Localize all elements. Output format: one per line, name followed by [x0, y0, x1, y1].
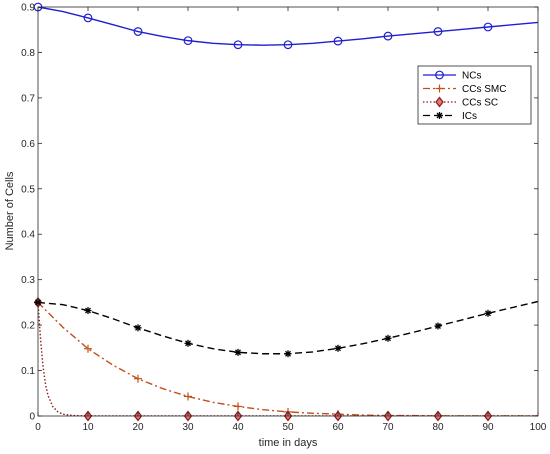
x-tick-label: 20 [132, 422, 144, 433]
legend-label: CCs SC [462, 98, 498, 109]
axes: 0 10 20 30 40 50 60 70 80 90 100 0 0.1 0.2 0.3 0.4 0.5 0.… [21, 3, 547, 434]
x-tick-label: 100 [530, 422, 547, 433]
data-point-ics [184, 339, 192, 347]
x-tick-label: 50 [282, 422, 294, 433]
legend-marker [435, 84, 444, 93]
legend-marker [435, 70, 444, 80]
y-tick-label: 0.1 [21, 366, 35, 377]
data-point-ccs-smc [134, 374, 142, 383]
legend-entry: ICs [423, 111, 477, 122]
x-tick-label: 0 [35, 422, 41, 433]
x-axis-label: time in days [259, 437, 318, 449]
x-tick-label: 70 [382, 422, 394, 433]
legend-entry: CCs SMC [423, 84, 506, 95]
data-point-ncs [483, 22, 493, 32]
legend-marker [436, 112, 443, 119]
data-point-ics [384, 334, 392, 342]
data-point-ncs [333, 36, 343, 46]
data-point-ccs-smc [84, 344, 92, 353]
x-tick-label: 40 [232, 422, 244, 433]
x-tick-label: 10 [82, 422, 94, 433]
data-point-ncs [383, 31, 393, 41]
y-tick-label: 0.9 [21, 3, 35, 14]
data-point-ics [134, 324, 142, 332]
x-tick-label: 60 [332, 422, 344, 433]
x-tick-label: 80 [432, 422, 444, 433]
legend-marker [435, 96, 444, 108]
data-point-ncs [433, 27, 443, 36]
legend-label: ICs [462, 111, 477, 122]
data-point-ncs [83, 13, 93, 23]
series-line-ncs [38, 7, 538, 46]
legend-entry: NCs [423, 71, 481, 82]
data-point-ncs [133, 27, 143, 36]
legend-entry: CCs SC [423, 96, 498, 109]
data-point-ics [284, 350, 292, 358]
y-tick-label: 0.8 [21, 48, 35, 59]
data-point-ics [484, 309, 492, 317]
y-tick-label: 0 [29, 412, 35, 423]
y-tick-label: 0.7 [21, 93, 35, 104]
data-point-ncs [233, 40, 243, 50]
data-point-ncs [183, 36, 193, 46]
data-point-ics [434, 322, 442, 330]
data-point-ics [84, 307, 92, 315]
data-point-ics [234, 348, 242, 356]
x-tick-label: 30 [182, 422, 194, 433]
y-tick-label: 0.6 [21, 139, 35, 150]
data-point-ncs [283, 40, 293, 50]
y-tick-label: 0.4 [21, 230, 35, 241]
legend-label: CCs SMC [462, 84, 506, 95]
data-point-ics [334, 344, 342, 352]
marker-layer [33, 2, 493, 422]
y-axis-label: Number of Cells [4, 171, 16, 250]
y-tick-label: 0.2 [21, 321, 35, 332]
data-point-ccs-smc [184, 392, 192, 401]
data-point-ccs-smc [234, 402, 242, 411]
legend-label: NCs [462, 71, 481, 82]
legend: NCs CCs SMC CCs SC ICs [417, 65, 532, 125]
y-tick-label: 0.3 [21, 275, 35, 286]
y-tick-label: 0.5 [21, 184, 35, 195]
x-tick-label: 90 [482, 422, 494, 433]
legend-box [417, 65, 532, 125]
